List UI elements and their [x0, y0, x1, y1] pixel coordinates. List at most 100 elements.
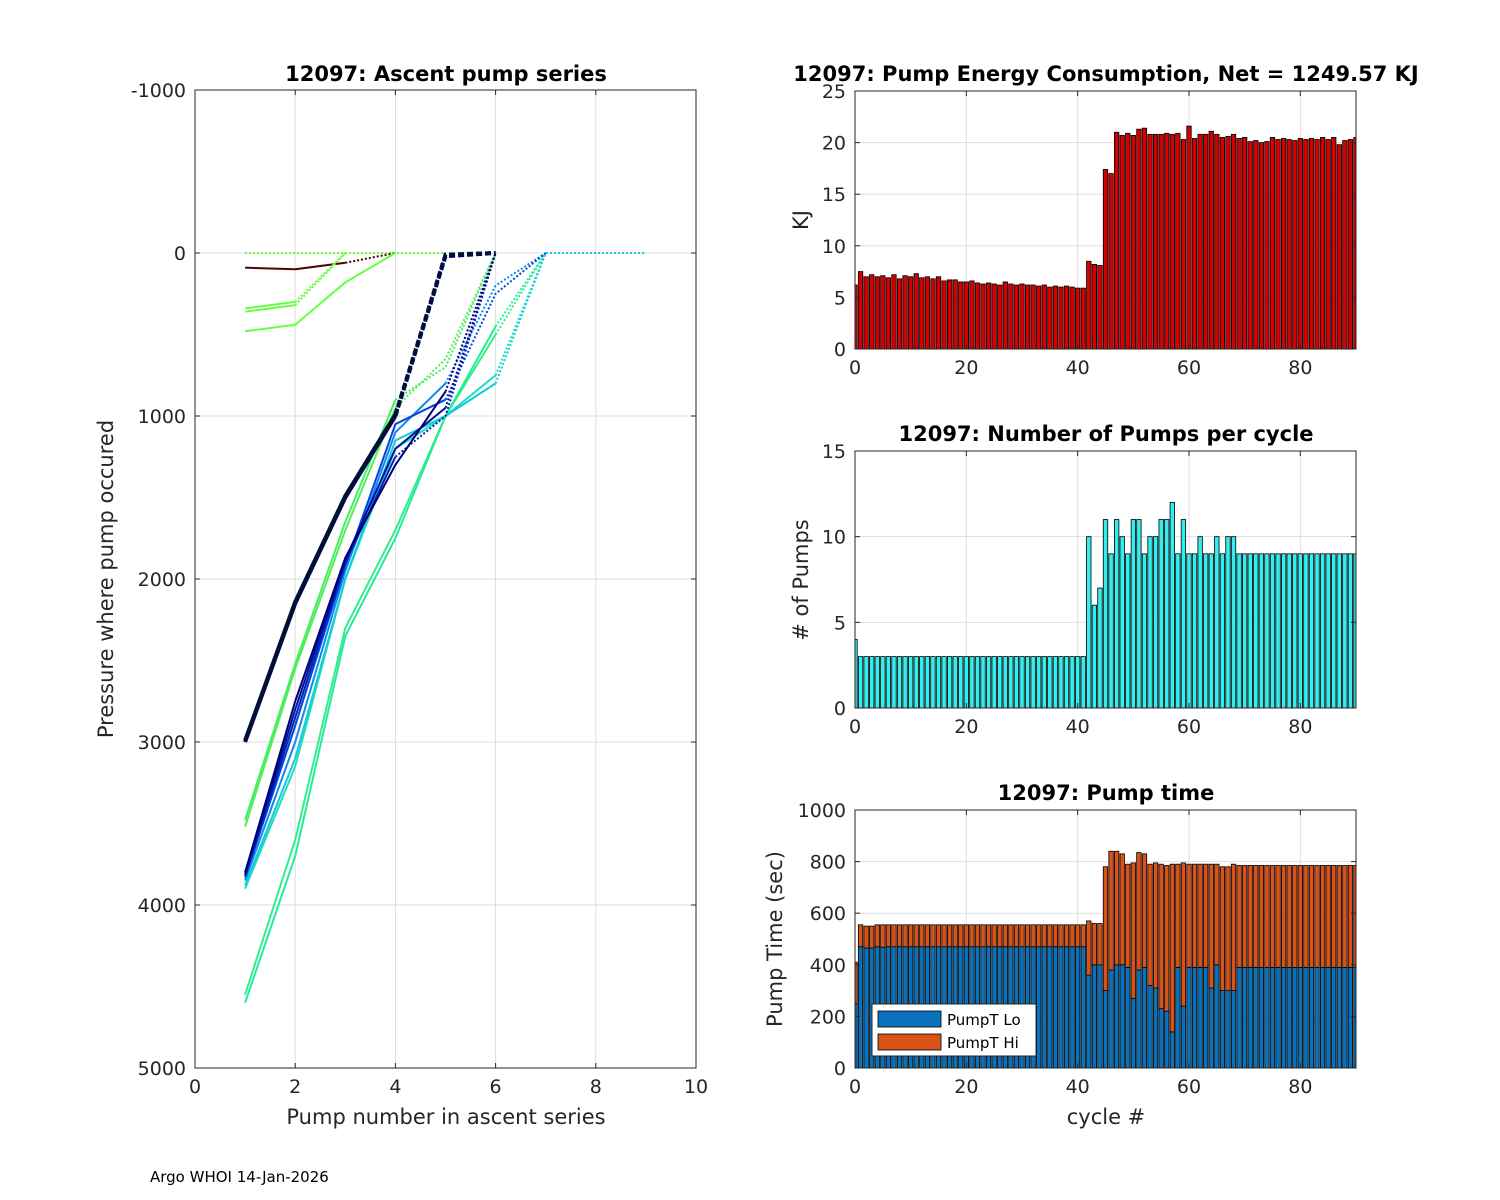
- bar-hi: [1225, 866, 1231, 992]
- bar: [991, 283, 997, 350]
- bar: [924, 276, 930, 350]
- bar: [1147, 133, 1153, 350]
- bar-hi: [1275, 865, 1281, 968]
- bar-lo: [1086, 974, 1092, 1069]
- time-legend[interactable]: PumpT Lo PumpT Hi: [871, 1003, 1037, 1057]
- bar: [1069, 286, 1075, 350]
- ascent-series-line: [244, 398, 446, 878]
- bar: [1158, 519, 1164, 709]
- x-tick-label: 40: [1066, 716, 1090, 738]
- bar-lo: [1180, 1005, 1187, 1069]
- bar-hi: [1325, 865, 1331, 968]
- pumps-per-cycle-axes: 0 20 40 60 80 0 5 10 15 12097: Number of Pumps p…: [789, 422, 1357, 738]
- bar: [902, 656, 908, 709]
- bar-lo: [1164, 1010, 1170, 1069]
- y-tick-label: 3000: [138, 732, 186, 754]
- legend-hi-swatch: [877, 1033, 942, 1051]
- ascent-pump-series-axes: 0 2 4 6 8 10 -1000 0 1000 2000 3000 4000 5000 12097:…: [94, 62, 708, 1129]
- bar: [1119, 536, 1125, 709]
- bar-hi: [1336, 865, 1342, 968]
- bar-hi: [1091, 923, 1097, 966]
- bar-hi: [1164, 865, 1170, 1012]
- bar-hi: [1147, 863, 1153, 986]
- bar: [1063, 285, 1070, 350]
- bar-lo: [1308, 966, 1315, 1069]
- bar-lo: [1036, 946, 1042, 1069]
- bar: [1108, 553, 1114, 709]
- time-xlabel: cycle #: [1067, 1105, 1146, 1129]
- bar-hi: [857, 924, 864, 948]
- bar-lo: [1269, 966, 1276, 1069]
- bar-hi: [1013, 924, 1020, 948]
- bar: [1331, 137, 1337, 350]
- bar: [1219, 137, 1226, 350]
- bar-lo: [1347, 966, 1354, 1069]
- y-tick-label: 5: [834, 287, 846, 309]
- bar: [1058, 286, 1064, 350]
- bar-hi: [863, 925, 869, 949]
- y-tick-label: 15: [822, 441, 846, 463]
- y-tick-label: 200: [810, 1006, 846, 1028]
- bar-hi: [991, 924, 997, 948]
- bar: [924, 656, 930, 709]
- bar: [1036, 656, 1042, 709]
- bar-lo: [1186, 966, 1192, 1069]
- bar-lo: [1219, 990, 1226, 1069]
- bar: [1319, 553, 1326, 709]
- bar: [1180, 139, 1187, 350]
- y-tick-label: 5: [834, 612, 846, 634]
- bar-lo: [1119, 964, 1125, 1069]
- bar: [1147, 536, 1153, 709]
- bar-lo: [863, 947, 869, 1069]
- bar: [1303, 553, 1309, 709]
- x-tick-label: 0: [849, 357, 861, 379]
- bar-lo: [1292, 966, 1298, 1069]
- bar-lo: [1069, 946, 1075, 1069]
- bar-hi: [902, 924, 908, 948]
- bar: [1314, 553, 1320, 709]
- bar: [1130, 519, 1136, 709]
- y-tick-label: 0: [834, 698, 846, 720]
- bar-lo: [1242, 966, 1248, 1069]
- energy-ylabel: KJ: [789, 210, 813, 230]
- y-tick-label: 4000: [138, 895, 186, 917]
- bar: [1191, 553, 1198, 709]
- bar: [1058, 656, 1064, 709]
- bar: [1253, 553, 1259, 709]
- bar-hi: [1230, 863, 1237, 991]
- bar-lo: [1102, 990, 1109, 1069]
- y-tick-label: 15: [822, 184, 846, 206]
- x-tick-label: 60: [1177, 357, 1201, 379]
- bar: [969, 280, 975, 350]
- bar: [874, 276, 880, 350]
- ascent-series-dotted-line: [494, 252, 646, 384]
- bar: [1214, 536, 1220, 709]
- bar-hi: [958, 924, 964, 948]
- bar-hi: [935, 924, 942, 948]
- bar-hi: [963, 924, 969, 948]
- bar-lo: [1075, 946, 1081, 1069]
- bar-lo: [1253, 966, 1259, 1069]
- bar: [1286, 139, 1292, 350]
- bar: [1152, 536, 1159, 709]
- bar: [863, 276, 869, 350]
- bar: [1030, 284, 1036, 350]
- energy-tick-labels: 0 20 40 60 80 0 5 10 15 20 25: [822, 81, 1356, 379]
- bar: [885, 656, 892, 709]
- bar: [863, 656, 869, 709]
- bar-hi: [1158, 863, 1164, 1010]
- bar-hi: [1080, 924, 1086, 948]
- bar: [1347, 553, 1354, 709]
- y-tick-label: 10: [822, 236, 846, 258]
- energy-bars: [854, 125, 1357, 350]
- legend-lo-swatch: [877, 1010, 942, 1028]
- y-tick-label: 1000: [138, 406, 186, 428]
- bar: [1197, 536, 1203, 709]
- bar-lo: [1275, 966, 1281, 1069]
- bar: [1102, 519, 1109, 709]
- bar: [1041, 656, 1047, 709]
- ascent-series-dotted-line: [444, 252, 497, 409]
- bar-hi: [1097, 923, 1103, 966]
- bar: [1008, 656, 1014, 709]
- bar: [908, 656, 914, 709]
